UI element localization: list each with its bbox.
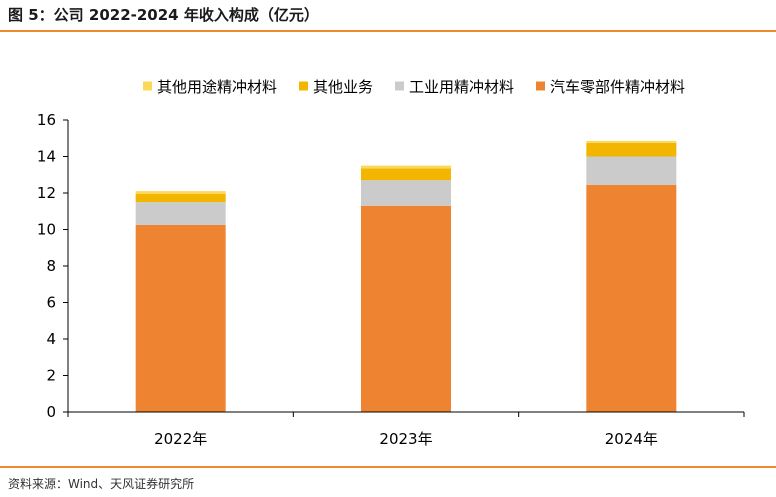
y-tick-label: 10 [37,221,56,239]
legend-swatch [536,81,545,91]
y-axis: 0 2 4 6 8 10 12 14 16 [37,111,69,421]
bar-segment [361,165,451,169]
stacked-bar-chart: 其他用途精冲材料 其他业务 工业用精冲材料 汽车零部件精冲材料 0 2 4 6 8 10 12 14… [37,78,745,448]
bar-segment [586,184,677,412]
legend-label: 汽车零部件精冲材料 [550,78,685,96]
y-tick-label: 0 [46,403,56,421]
y-tick-label: 16 [37,111,56,129]
bar-segment [361,168,451,181]
x-axis: 2022年 2023年 2024年 [67,411,745,448]
legend: 其他用途精冲材料 其他业务 工业用精冲材料 汽车零部件精冲材料 [143,78,685,96]
legend-swatch [395,81,404,91]
bar-segment [135,202,226,225]
chart-title: 图 5：公司 2022-2024 年收入构成（亿元） [8,6,319,24]
legend-swatch [299,81,308,91]
bar-segment [135,224,226,412]
y-tick-label: 2 [46,367,56,385]
legend-label: 其他业务 [313,78,373,96]
bar-segment [586,142,677,157]
bottom-divider [0,466,776,468]
legend-label: 工业用精冲材料 [409,78,514,96]
y-tick-label: 12 [37,184,56,202]
y-tick-label: 8 [46,257,56,275]
y-tick-label: 6 [46,294,56,312]
legend-swatch [143,81,152,91]
bar-segment [586,140,677,143]
y-tick-label: 4 [46,330,56,348]
source-note: 资料来源：Wind、天风证券研究所 [8,477,195,491]
bars [135,140,677,412]
bar-segment [135,193,226,203]
x-category-label: 2022年 [154,430,207,448]
bar-segment [135,191,226,194]
top-divider [0,30,776,32]
x-category-label: 2024年 [605,430,658,448]
bar-segment [361,180,451,206]
bar-segment [586,156,677,185]
x-category-label: 2023年 [379,430,432,448]
bar-segment [361,205,451,412]
y-tick-label: 14 [37,148,56,166]
legend-label: 其他用途精冲材料 [157,78,277,96]
